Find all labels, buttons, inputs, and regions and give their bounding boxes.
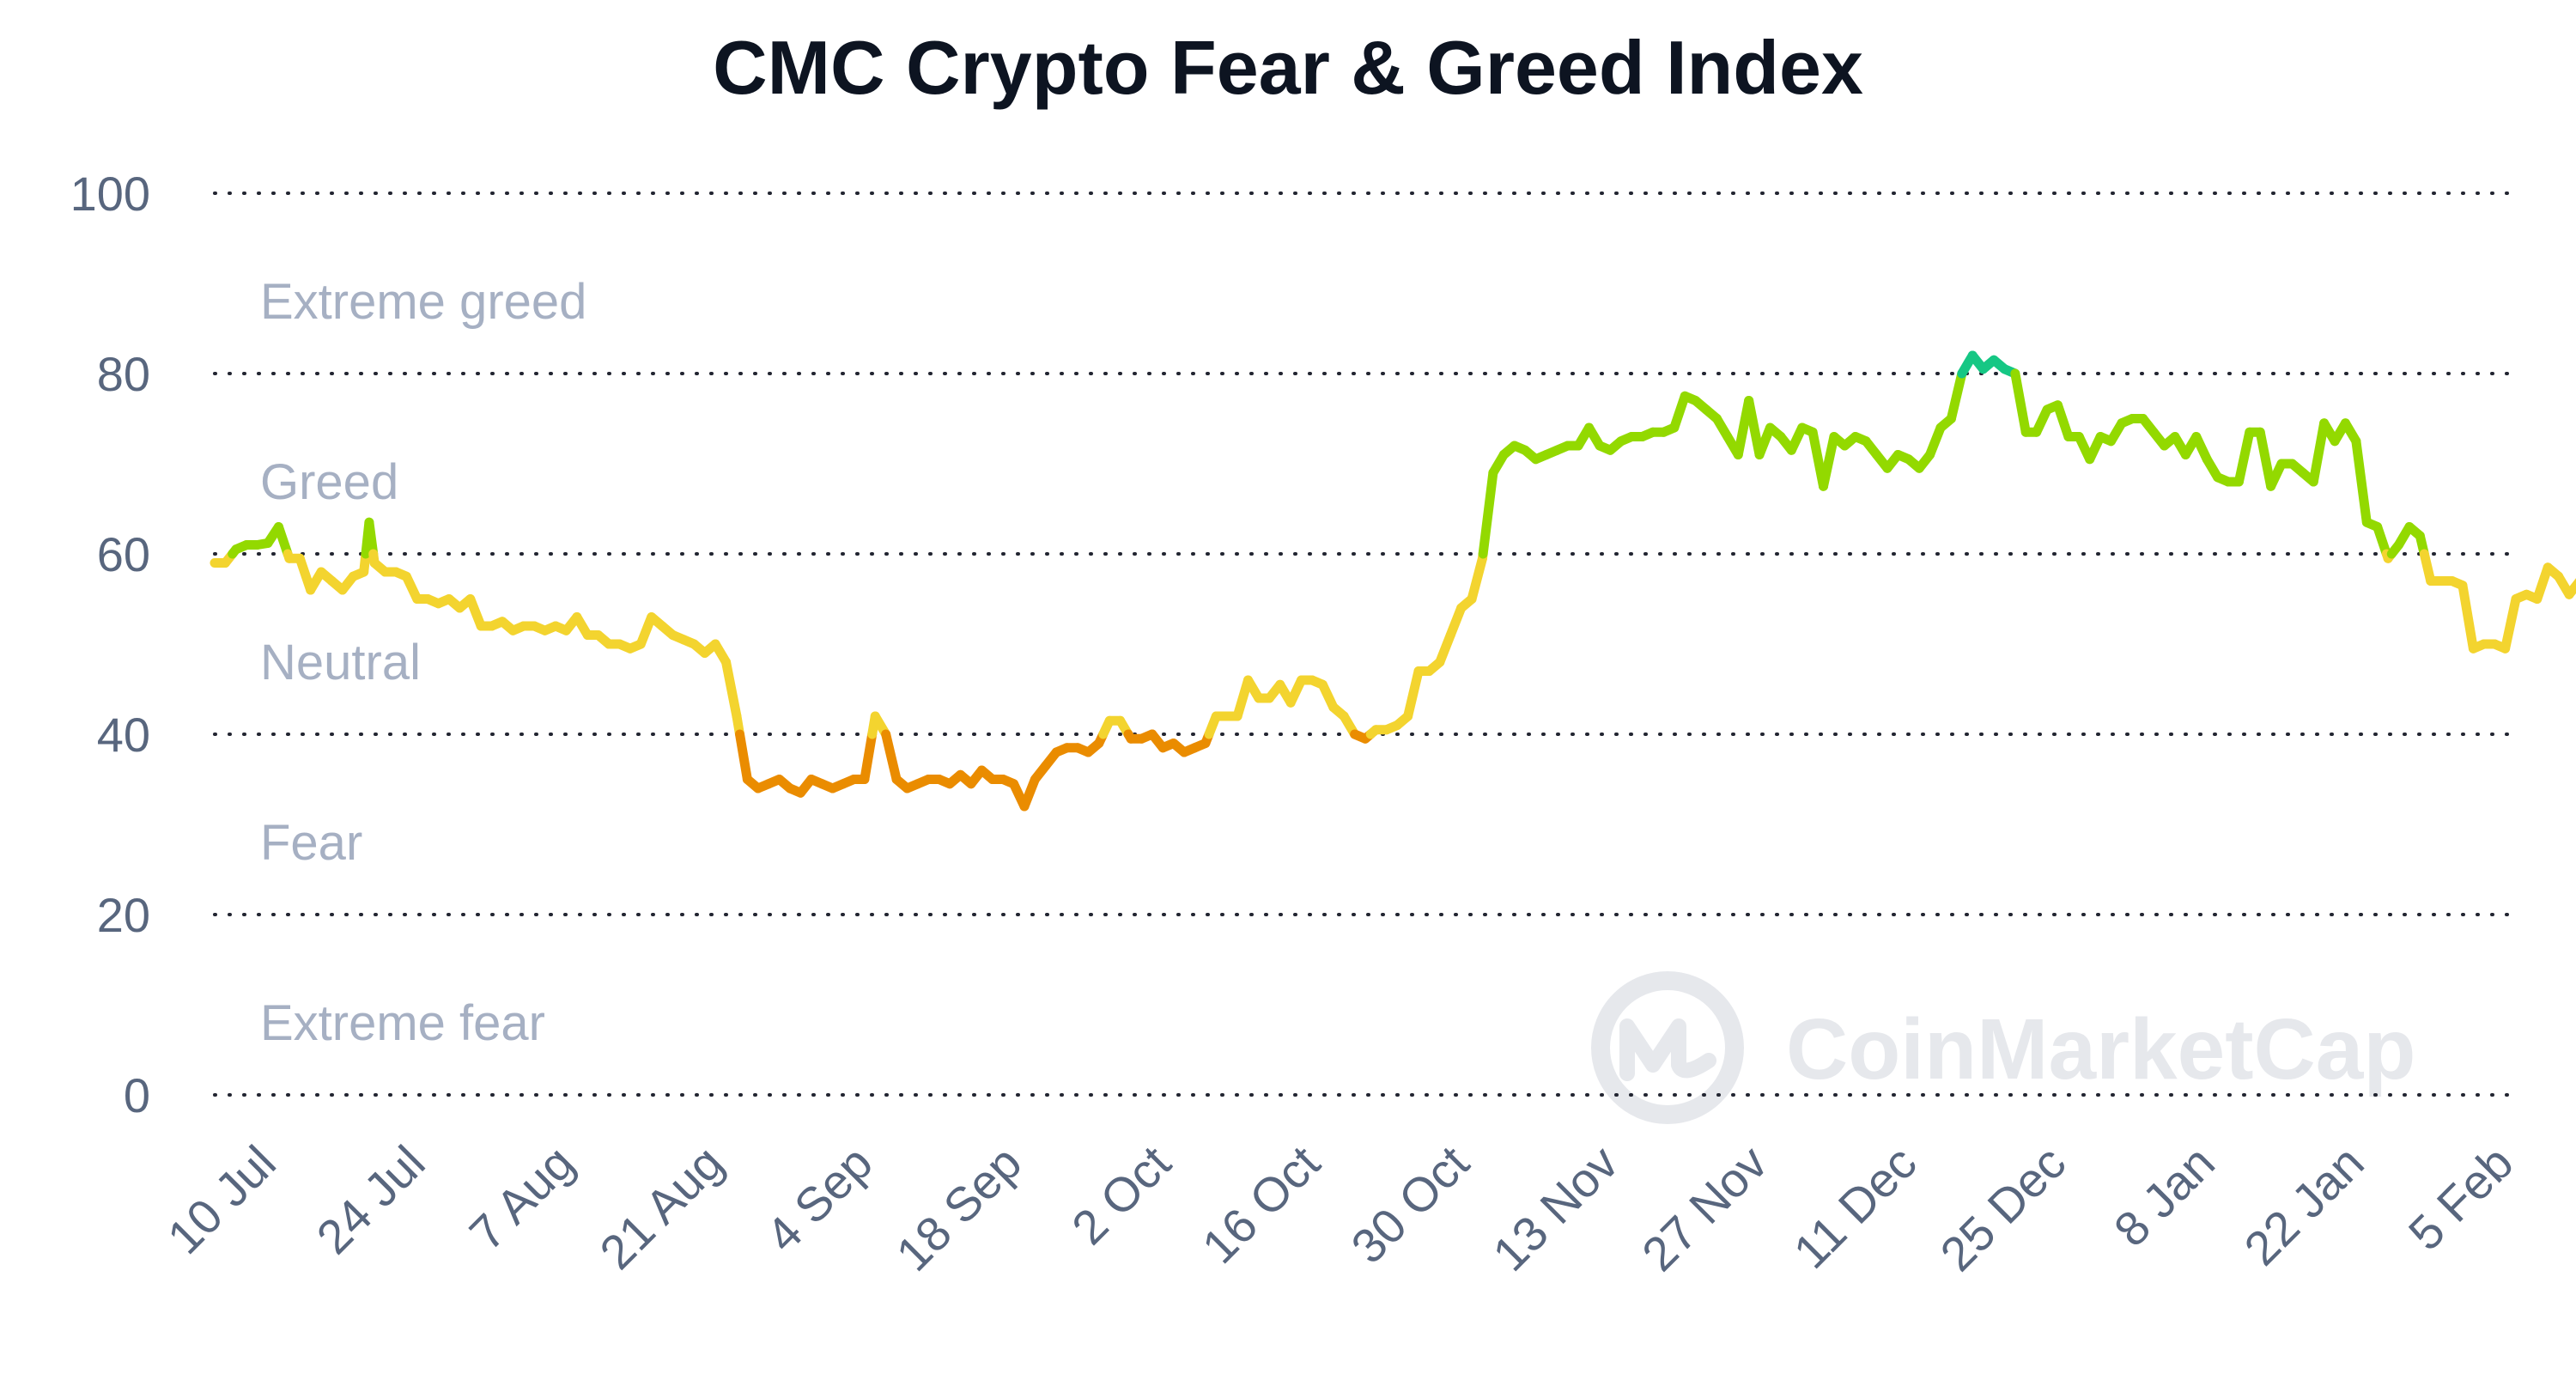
series-segment — [1019, 775, 1040, 812]
x-tick-label: 22 Jan — [2233, 1135, 2373, 1275]
x-tick-label: 4 Sep — [756, 1135, 883, 1262]
zone-label: Greed — [260, 454, 398, 510]
chart-title: CMC Crypto Fear & Greed Index — [713, 25, 1863, 110]
zone-label: Extreme fear — [260, 995, 545, 1051]
x-tick-label: 21 Aug — [589, 1135, 733, 1280]
x-tick-label: 11 Dec — [1783, 1135, 1927, 1279]
zone-label: Neutral — [260, 635, 421, 690]
x-tick-label: 5 Feb — [2398, 1135, 2524, 1261]
series-segment — [1467, 553, 1487, 604]
series-segment — [2255, 427, 2276, 491]
series-segment — [1435, 630, 1455, 667]
series-segment — [1445, 603, 1467, 640]
series-segment — [2532, 562, 2553, 604]
coinmarketcap-logo-icon — [1591, 971, 1744, 1124]
y-tick-label: 100 — [70, 167, 150, 221]
series-segment — [2500, 594, 2521, 654]
series-segment — [2372, 522, 2391, 559]
y-tick-label: 80 — [97, 347, 150, 401]
series-segment — [735, 729, 752, 784]
y-tick-label: 60 — [97, 527, 150, 581]
x-tick-label: 2 Oct — [1061, 1135, 1181, 1255]
x-tick-label: 16 Oct — [1192, 1135, 1331, 1274]
series-segment — [1403, 666, 1424, 721]
series-segment — [364, 517, 379, 559]
watermark-text: CoinMarketCap — [1786, 1001, 2415, 1097]
series-segment — [2308, 418, 2330, 487]
series-segment — [721, 657, 742, 721]
series-segment — [1819, 432, 1839, 491]
series-segment — [2564, 578, 2576, 599]
x-tick-label: 27 Nov — [1631, 1135, 1777, 1281]
x-tick-label: 24 Jul — [306, 1135, 434, 1264]
x-tick-label: 30 Oct — [1340, 1135, 1479, 1274]
series-segment — [2351, 436, 2372, 527]
y-tick-label: 0 — [124, 1068, 150, 1122]
x-tick-label: 7 Aug — [459, 1135, 584, 1261]
x-tick-label: 8 Jan — [2104, 1135, 2225, 1256]
y-tick-label: 20 — [97, 888, 150, 942]
x-tick-label: 10 Jul — [157, 1135, 286, 1264]
zone-label: Extreme greed — [260, 274, 586, 330]
x-tick-label: 18 Sep — [885, 1135, 1031, 1281]
x-tick-label: 13 Nov — [1482, 1135, 1628, 1281]
series-segment — [2052, 400, 2074, 441]
coinmarketcap-watermark: CoinMarketCap — [1591, 971, 2415, 1124]
series-segment — [1744, 396, 1765, 459]
series-segment — [2458, 581, 2478, 654]
series-segment — [465, 594, 486, 631]
series-segment — [1925, 423, 1946, 459]
x-tick-label: 25 Dec — [1929, 1135, 2075, 1281]
series-segment — [273, 522, 293, 559]
series-segment — [1669, 391, 1690, 433]
series-segment — [2233, 427, 2255, 487]
series-segment — [860, 729, 878, 784]
series-segment — [881, 729, 902, 784]
series-segment — [1946, 368, 1967, 423]
series-segment — [1478, 468, 1498, 559]
y-tick-label: 40 — [97, 708, 150, 762]
zone-label: Fear — [260, 815, 362, 871]
series-segment — [2010, 368, 2031, 437]
